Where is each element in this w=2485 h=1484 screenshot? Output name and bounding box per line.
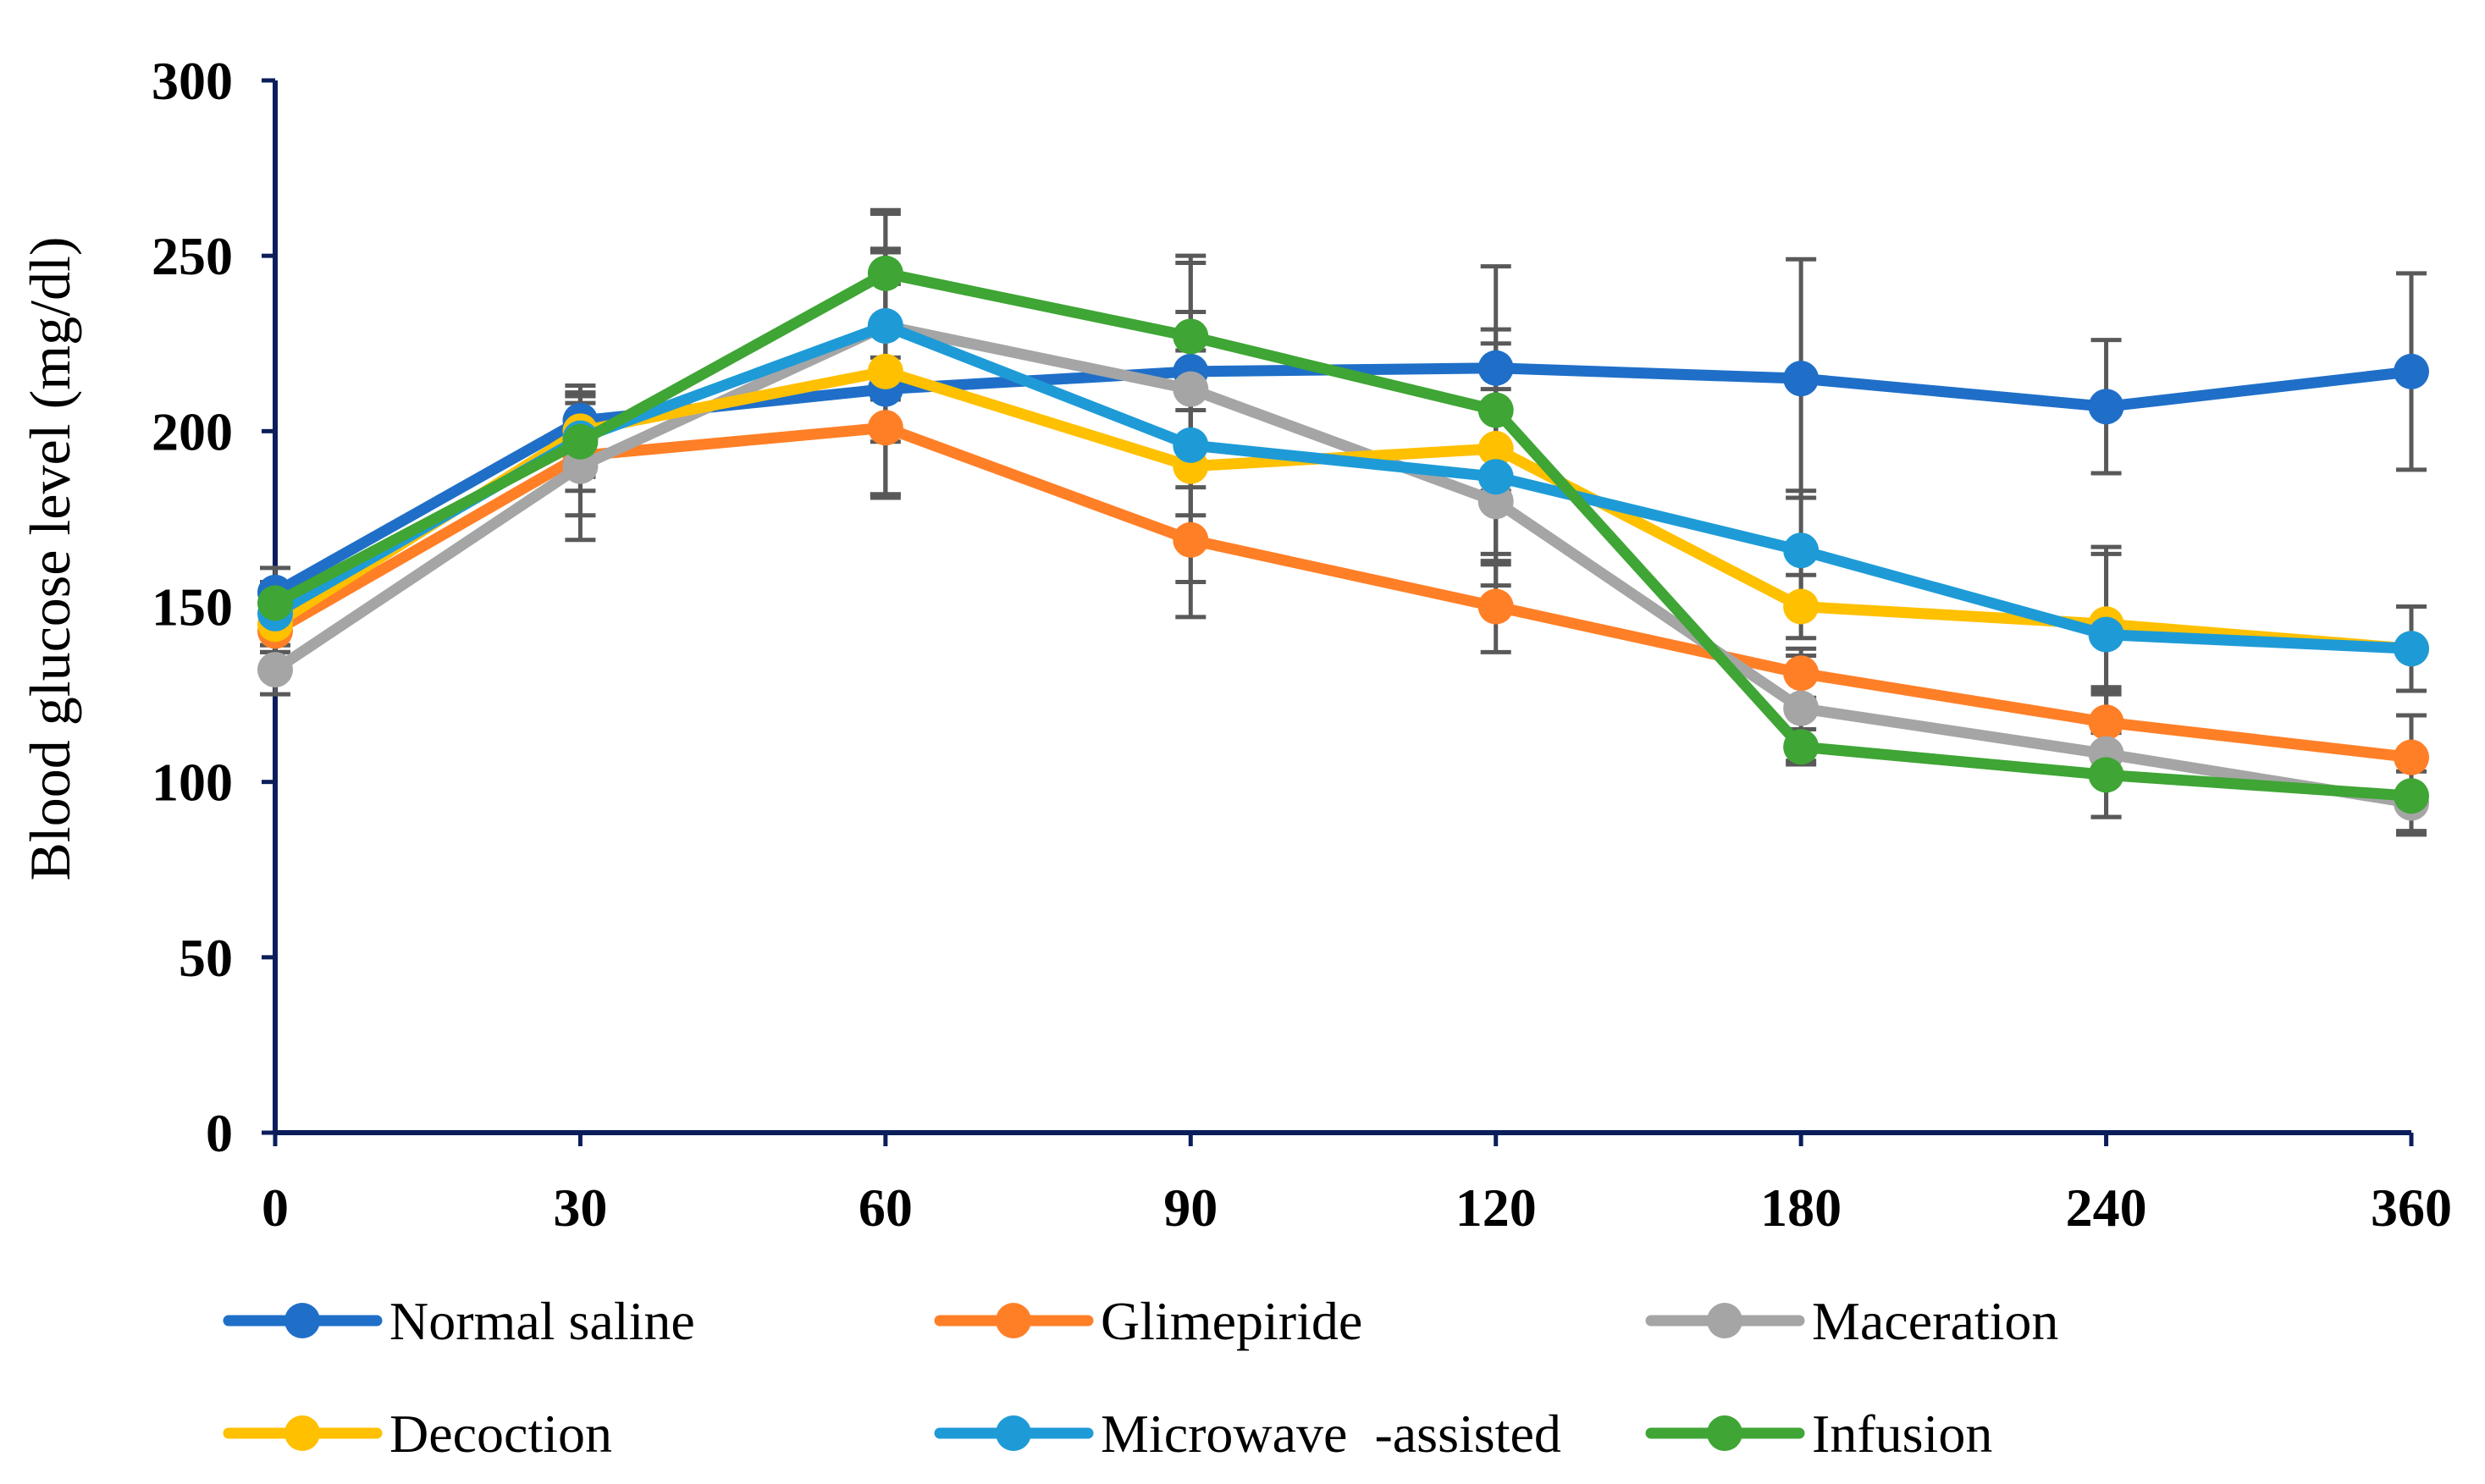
y-tick-label: 250 [152, 226, 233, 286]
data-point [1173, 427, 1209, 463]
data-point [1477, 459, 1514, 495]
data-point [2088, 757, 2124, 793]
data-point [1477, 483, 1514, 520]
legend: Normal saline Glimepiride Maceration Decoct… [223, 1291, 2058, 1464]
axes [262, 78, 2414, 1146]
data-point [1477, 431, 1514, 467]
data-point [257, 585, 293, 621]
x-tick-label: 120 [1455, 1178, 1537, 1238]
series-glimepiride [257, 410, 2429, 775]
y-axis-title: Blood glucose level (mg/dl) [18, 236, 82, 880]
y-tick-label: 300 [152, 51, 233, 111]
data-point [2394, 739, 2429, 775]
data-point [1783, 690, 1820, 726]
data-point [1173, 318, 1209, 355]
legend-swatch-marker [284, 1415, 320, 1451]
data-point [1477, 588, 1514, 625]
data-point [2394, 778, 2429, 814]
legend-item: Infusion [1645, 1404, 1992, 1464]
legend-swatch-marker [1707, 1415, 1742, 1451]
y-tick-label: 100 [152, 753, 233, 813]
legend-label: Infusion [1812, 1404, 1992, 1464]
data-point [2394, 631, 2429, 667]
legend-label: Microwave -assisted [1101, 1404, 1561, 1464]
x-tick-label: 30 [553, 1178, 607, 1238]
x-tick-label: 90 [1163, 1178, 1218, 1238]
data-point [257, 652, 293, 688]
series-lines [257, 255, 2429, 821]
legend-label: Decoction [389, 1404, 612, 1464]
x-tick-label: 240 [2066, 1178, 2147, 1238]
data-point [562, 423, 599, 460]
data-point [1173, 521, 1209, 558]
legend-label: Glimepiride [1101, 1291, 1362, 1351]
data-point [2088, 389, 2124, 425]
x-tick-label: 0 [262, 1178, 289, 1238]
legend-swatch-marker [1707, 1303, 1742, 1338]
legend-item: Maceration [1645, 1291, 2058, 1351]
data-point [2394, 353, 2429, 389]
data-point [1783, 532, 1820, 569]
data-point [1173, 371, 1209, 407]
data-point [1783, 588, 1820, 625]
data-point [1477, 392, 1514, 428]
data-point [1783, 655, 1820, 692]
data-point [867, 353, 903, 389]
legend-swatch-marker [996, 1415, 1031, 1451]
x-tick-label: 60 [859, 1178, 913, 1238]
legend-item: Microwave -assisted [934, 1404, 1561, 1464]
series-line [269, 268, 2417, 802]
legend-swatch-marker [284, 1303, 320, 1338]
y-tick-label: 0 [206, 1103, 233, 1163]
legend-swatch-marker [996, 1303, 1031, 1338]
x-tick-label: 180 [1760, 1178, 1842, 1238]
y-tick-label: 50 [179, 928, 233, 988]
legend-item: Glimepiride [934, 1291, 1362, 1351]
series-line [269, 320, 2417, 809]
data-point [867, 255, 903, 291]
data-point [562, 448, 599, 484]
data-point [1477, 350, 1514, 386]
legend-item: Decoction [223, 1404, 612, 1464]
data-point [2088, 704, 2124, 741]
y-tick-label: 150 [152, 577, 233, 637]
y-tick-label: 200 [152, 401, 233, 461]
legend-label: Maceration [1812, 1291, 2058, 1351]
legend-label: Normal saline [389, 1291, 695, 1351]
x-tick-label: 360 [2371, 1178, 2452, 1238]
data-point [867, 410, 903, 446]
data-point [1783, 729, 1820, 765]
legend-item: Normal saline [223, 1291, 695, 1351]
series-infusion [257, 255, 2429, 814]
data-point [1783, 361, 1820, 397]
data-point [867, 308, 903, 345]
data-point [2088, 616, 2124, 653]
series-line [269, 422, 2417, 764]
tick-labels: 0 50 100 150 200 250 300 0 30 60 90 120 180 240 360 [152, 51, 2452, 1238]
